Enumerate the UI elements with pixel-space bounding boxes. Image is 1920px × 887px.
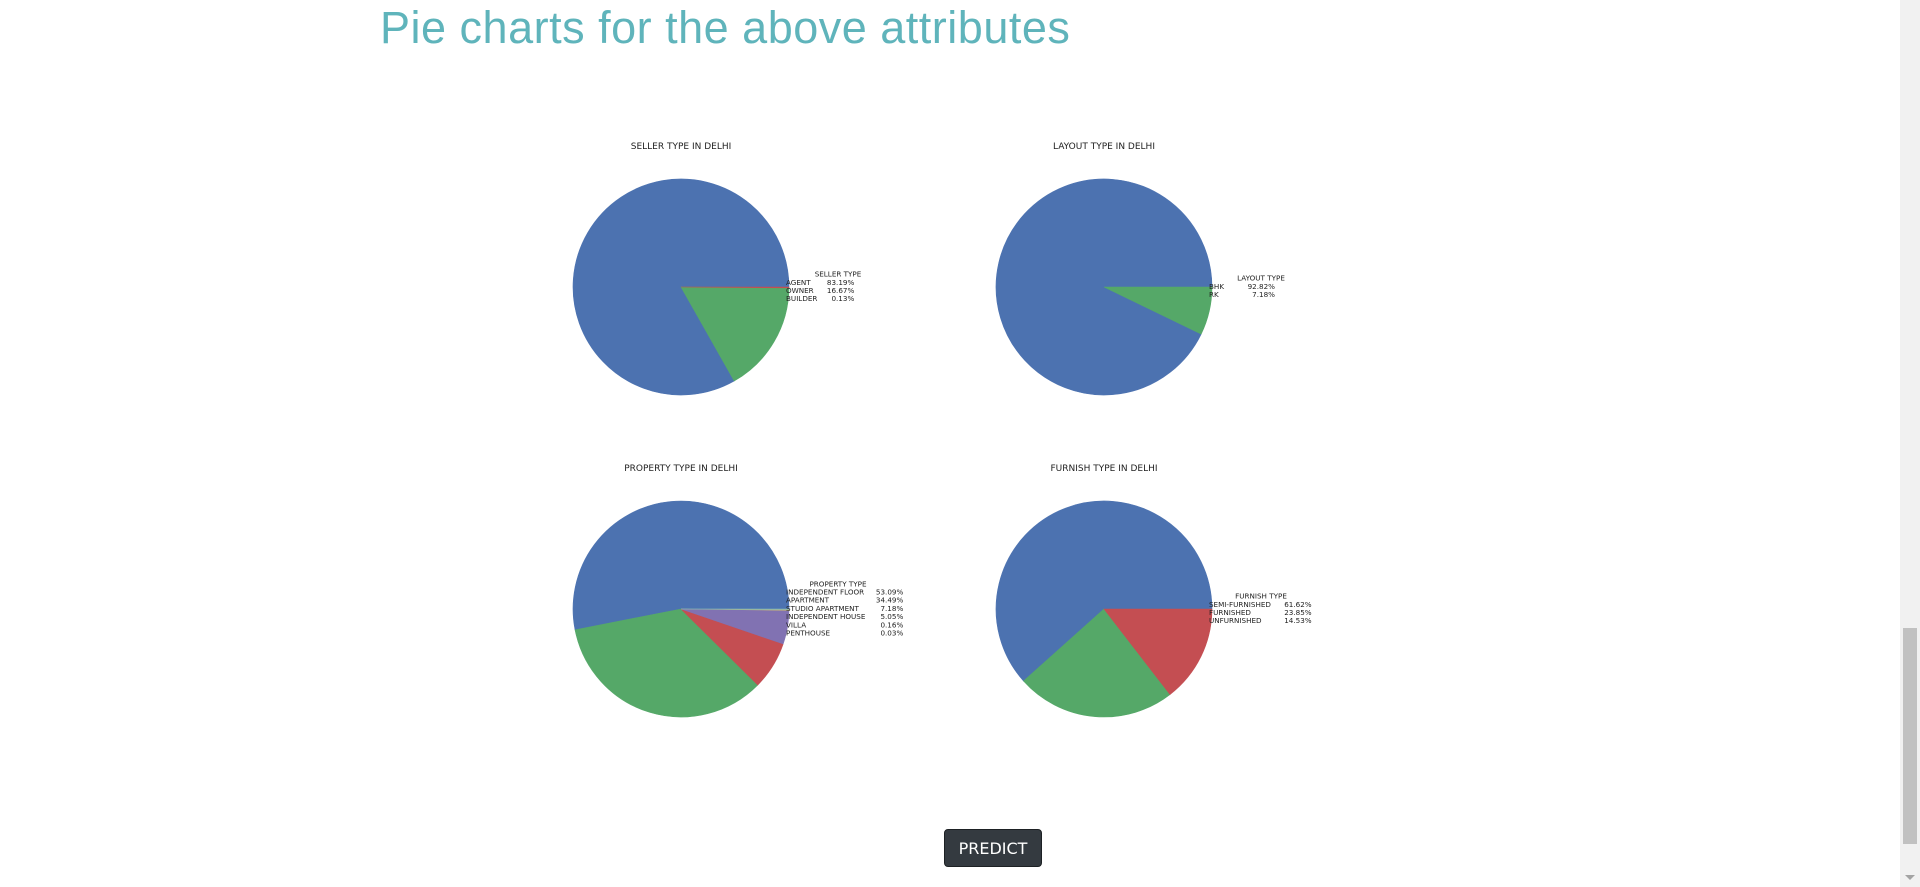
legend-label: PENTHOUSE — [786, 629, 831, 638]
pie-slice — [1023, 608, 1171, 718]
pie-slice — [995, 500, 1213, 682]
legend-label: RK — [1209, 290, 1219, 299]
pie-chart-svg: LAYOUT TYPE IN DELHI LAYOUT TYPE BHK 92.82%… — [995, 142, 1285, 396]
legend-label: INDEPENDENT FLOOR — [786, 588, 864, 597]
chart-layout-type: LAYOUT TYPE IN DELHI LAYOUT TYPE BHK 92.82%… — [963, 133, 1363, 453]
legend-value: 0.16% — [880, 620, 903, 629]
chart-title: LAYOUT TYPE IN DELHI — [1053, 142, 1155, 152]
legend-label: UNFURNISHED — [1209, 616, 1262, 625]
legend-value: 61.62% — [1284, 600, 1312, 609]
chart-title: SELLER TYPE IN DELHI — [631, 142, 732, 152]
legend-title: FURNISH TYPE — [1235, 592, 1287, 601]
legend-title: SELLER TYPE — [815, 270, 862, 279]
pie-slice — [574, 608, 759, 718]
legend-title: PROPERTY TYPE — [809, 579, 867, 588]
legend-title: LAYOUT TYPE — [1237, 274, 1285, 283]
chart-title: PROPERTY TYPE IN DELHI — [624, 464, 738, 474]
scrollbar-thumb[interactable] — [1903, 628, 1917, 844]
legend-label: AGENT — [786, 278, 811, 287]
legend-value: 34.49% — [876, 596, 904, 605]
legend-value: 92.82% — [1248, 282, 1276, 291]
pie-chart-svg: SELLER TYPE IN DELHI SELLER TYPE AGENT 83.1… — [572, 142, 862, 396]
pie-slice — [1103, 286, 1213, 335]
chart-title: FURNISH TYPE IN DELHI — [1050, 464, 1157, 474]
legend-value: 7.18% — [880, 604, 903, 613]
legend-value: 23.85% — [1284, 608, 1312, 617]
pie-slice — [1103, 608, 1213, 695]
pie-slice — [572, 500, 790, 631]
pie-chart-svg: FURNISH TYPE IN DELHI FURNISH TYPESEMI-FU… — [995, 464, 1312, 718]
legend-value: 7.18% — [1252, 290, 1275, 299]
legend-label: BUILDER — [786, 294, 817, 303]
legend-label: VILLA — [786, 620, 806, 629]
legend-label: APARTMENT — [786, 596, 830, 605]
legend-value: 16.67% — [827, 286, 855, 295]
legend-label: BHK — [1209, 282, 1224, 291]
legend-value: 0.03% — [880, 629, 903, 638]
legend-value: 5.05% — [880, 612, 903, 621]
page-title: Pie charts for the above attributes — [380, 2, 1071, 53]
pie-slice — [680, 286, 790, 289]
legend-value: 83.19% — [827, 278, 855, 287]
chart-furnish-type: FURNISH TYPE IN DELHI FURNISH TYPE SEMI-FU… — [963, 455, 1363, 775]
legend-value: 14.53% — [1284, 616, 1312, 625]
legend-label: SEMI-FURNISHED — [1209, 600, 1271, 609]
legend-label: STUDIO APARTMENT — [786, 604, 859, 613]
chart-property-type: PROPERTY TYPE IN DELHI PROPERTY TYPE INDEP… — [540, 455, 940, 775]
legend-value: 0.13% — [831, 294, 854, 303]
legend-label: OWNER — [786, 286, 814, 295]
chart-seller-type: SELLER TYPE IN DELHI SELLER TYPE AGENT 83.1… — [540, 133, 940, 453]
scroll-down-arrow-icon[interactable] — [1905, 875, 1915, 880]
predict-button[interactable]: PREDICT — [944, 829, 1042, 867]
legend-label: INDEPENDENT HOUSE — [786, 612, 866, 621]
legend-label: FURNISHED — [1209, 608, 1251, 617]
legend-value: 53.09% — [876, 588, 904, 597]
pie-slice — [680, 286, 790, 382]
